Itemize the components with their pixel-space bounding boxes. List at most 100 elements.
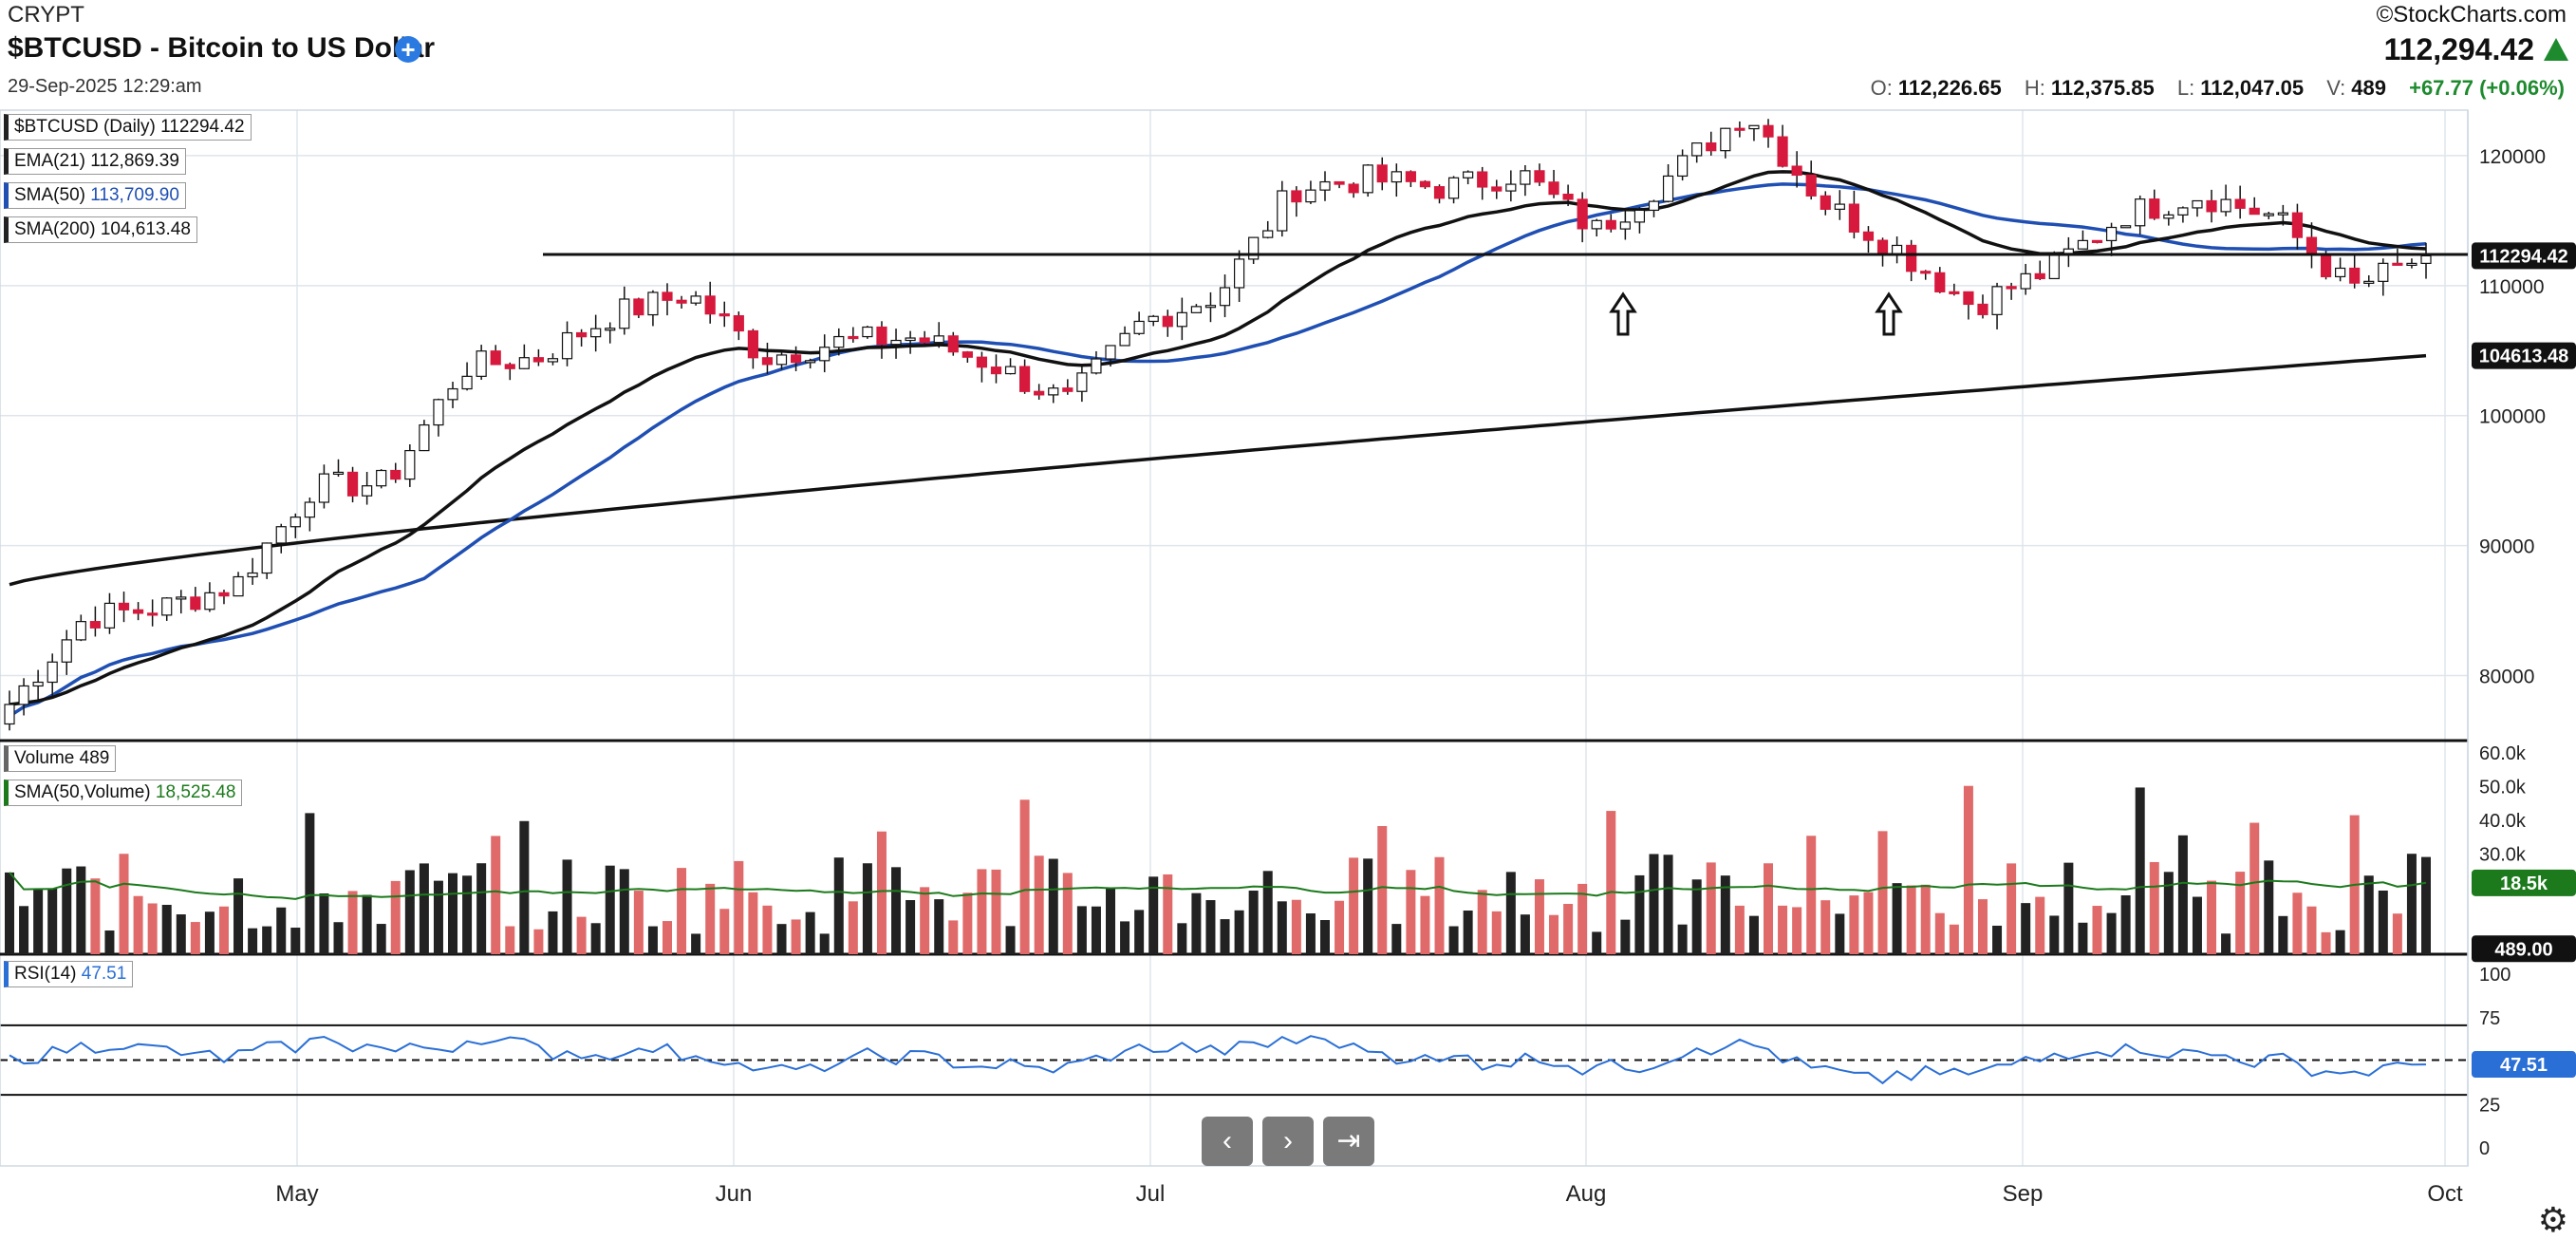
scroll-back-button[interactable]: ‹ [1202, 1117, 1253, 1166]
candle-body [1348, 183, 1359, 194]
add-symbol-button[interactable]: + [395, 36, 421, 63]
scroll-to-end-button[interactable]: ⇥ [1323, 1117, 1374, 1166]
candle-body [2277, 212, 2288, 216]
volume-bar [1005, 926, 1016, 954]
volume-bar [1463, 911, 1473, 954]
candle-body [2206, 199, 2217, 213]
volume-bar [776, 924, 787, 954]
volume-bar [1592, 931, 1602, 954]
candle-body [1233, 258, 1245, 289]
candle-body [1505, 183, 1517, 192]
volume-bar [862, 863, 872, 954]
candle-body [419, 423, 430, 452]
volume-bar [1720, 875, 1730, 954]
candle-body [132, 609, 144, 614]
candle-body [819, 347, 831, 362]
candle-body [790, 354, 802, 364]
candle-body [2135, 198, 2146, 227]
brand-logo[interactable]: ©StockCharts.com [2376, 2, 2567, 28]
volume-bar [2120, 894, 2131, 954]
candle-body [2392, 262, 2403, 266]
scroll-forward-button[interactable]: › [1262, 1117, 1314, 1166]
candle-body [275, 526, 287, 544]
volume-bar [1234, 910, 1244, 954]
volume-bar [1663, 855, 1673, 954]
legend-volume-sma: SMA(50,Volume) 18,525.48 [4, 780, 243, 806]
candle-body [1834, 203, 1845, 210]
candle-body [1520, 170, 1531, 185]
volume-bar [848, 901, 858, 954]
ema21-label: EMA(21) [14, 151, 85, 171]
candle-body [747, 329, 758, 359]
volume-bar [1806, 836, 1817, 954]
candle-body [1691, 142, 1703, 157]
ema21-value: 112,869.39 [90, 151, 179, 171]
sma50-line [9, 182, 2427, 718]
candle-body [1720, 127, 1731, 152]
candle-body [1534, 170, 1545, 183]
candle-body [1034, 390, 1045, 396]
volume-bar [590, 923, 601, 954]
volume-bar [1406, 870, 1416, 954]
high-label: H: [2024, 76, 2045, 100]
sma200-value: 104,613.48 [100, 219, 191, 239]
candle-body [2105, 226, 2118, 242]
candle-body [2034, 272, 2045, 280]
candle-body [633, 298, 644, 316]
open-label: O: [1870, 76, 1893, 100]
gear-icon[interactable]: ⚙ [2537, 1200, 2568, 1239]
volume-bar [533, 929, 544, 954]
candle-body [1619, 221, 1631, 230]
volume-bar [762, 905, 773, 954]
rsi-tick-label: 75 [2479, 1008, 2500, 1029]
candle-body [346, 471, 359, 497]
volume-bar [1792, 907, 1802, 954]
candle-body [218, 592, 230, 597]
candle-body [1748, 124, 1760, 130]
candle-body [933, 335, 944, 344]
legend-ema21: EMA(21) 112,869.39 [4, 148, 186, 175]
volume-bar [262, 926, 272, 954]
volume-bar [390, 880, 401, 954]
volume-bar [734, 860, 744, 954]
candle-body [961, 351, 973, 358]
candle-body [61, 639, 72, 663]
volume-bar [218, 906, 229, 954]
candle-body [1633, 209, 1646, 223]
candle-body [919, 337, 930, 344]
candle-body [103, 602, 116, 629]
candle-body [2048, 253, 2060, 280]
volume-bar [1448, 926, 1459, 954]
candle-body [1862, 231, 1875, 241]
rsi-tick-label: 25 [2479, 1095, 2500, 1116]
volume-bar [433, 880, 443, 954]
candle-body [890, 339, 902, 346]
volume-bar [2092, 906, 2102, 954]
candle-body [1447, 177, 1460, 199]
candle-body [118, 602, 130, 611]
candle-body [1662, 175, 1674, 202]
rsi-value: 47.51 [81, 964, 127, 984]
volume-bar [562, 859, 572, 954]
candle-body [1577, 198, 1588, 230]
x-tick-label: Jul [1136, 1181, 1166, 1207]
volume-bar [1563, 904, 1574, 954]
price-tick-label: 110000 [2479, 276, 2545, 298]
volume-bar [576, 916, 587, 954]
volume-bar [505, 926, 515, 954]
candle-body [2420, 254, 2432, 264]
volume-bar [376, 924, 386, 954]
volume-bar [76, 866, 86, 954]
volume-sma-line [9, 872, 2427, 900]
candle-body [1004, 366, 1017, 375]
x-tick-label: May [275, 1181, 318, 1207]
vol-sma-value: 18,525.48 [155, 782, 236, 802]
candle-body [1949, 291, 1960, 294]
candle-body [1876, 239, 1889, 255]
candle-body [1133, 320, 1145, 334]
candle-body [833, 335, 845, 348]
candle-body [848, 335, 859, 340]
volume-bar [905, 899, 916, 954]
candle-body [1362, 164, 1373, 194]
